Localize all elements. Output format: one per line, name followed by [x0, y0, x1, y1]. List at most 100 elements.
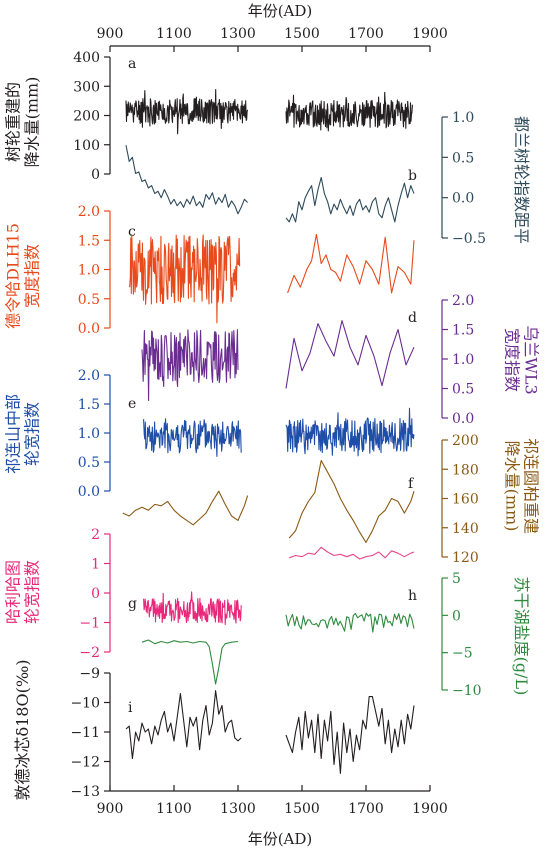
- y-tick-label: 0.0: [78, 484, 100, 500]
- y-tick-label: 5: [452, 571, 461, 587]
- y-tick-label: −10: [452, 683, 482, 699]
- panel-a: 0 100 200 300 400 a 树轮重建的 降水量(mm): [4, 50, 413, 183]
- y-axis-title-line: 宽度指数: [23, 244, 42, 308]
- series-line-overlay-0: [289, 546, 415, 560]
- bottom-x-tick-label: 1900: [412, 801, 448, 817]
- bottom-x-tick-label: 1300: [220, 801, 256, 817]
- y-axis-title-line: 苏干湖盐度(g/L): [512, 577, 531, 696]
- panel-letter: c: [128, 224, 136, 240]
- y-tick-label: 140: [452, 521, 479, 537]
- y-tick-label: −9: [79, 666, 100, 682]
- series-line-b-0: [125, 145, 248, 215]
- series-line-i-1: [285, 696, 415, 774]
- series-line-f-0: [122, 490, 249, 526]
- y-tick-label: 0.5: [78, 455, 100, 471]
- y-tick-label: 0.0: [78, 321, 100, 337]
- y-tick-label: 160: [452, 492, 479, 508]
- y-tick-label: 100: [73, 138, 100, 154]
- y-tick-label: 300: [73, 79, 100, 95]
- top-x-tick-label: 900: [97, 26, 124, 42]
- top-x-axis: 年份(AD) 900 1100 1300 1500 1700 1900: [97, 2, 448, 52]
- y-tick-label: 0: [91, 167, 100, 183]
- y-tick-label: 0.5: [452, 382, 474, 398]
- y-tick-label: 1.0: [78, 263, 100, 279]
- bottom-x-axis: 年份(AD) 900 1100 1300 1500 1700 1900: [97, 785, 448, 848]
- series-line-d-0: [141, 329, 239, 402]
- y-tick-label: 0.5: [452, 150, 474, 166]
- y-tick-label: 2: [91, 527, 100, 543]
- y-tick-label: 0: [91, 586, 100, 602]
- y-tick-label: −10: [70, 696, 100, 712]
- y-tick-label: 200: [73, 109, 100, 125]
- y-tick-label: 200: [452, 433, 479, 449]
- panel-h: −10 −5 0 5 h 苏干湖盐度(g/L): [141, 571, 531, 699]
- y-tick-label: −1: [79, 616, 100, 632]
- top-x-tick-label: 1500: [284, 26, 320, 42]
- series-line-a-1: [285, 91, 413, 132]
- series-line-h-0: [141, 639, 239, 685]
- y-tick-label: −13: [70, 784, 100, 800]
- y-tick-label: −11: [70, 725, 100, 741]
- bottom-x-tick-label: 1500: [284, 801, 320, 817]
- panel-overlay: [289, 546, 415, 560]
- y-axis-title-line: 树轮重建的: [4, 82, 23, 162]
- y-axis-title-line: 宽度指数: [503, 328, 522, 392]
- y-tick-label: 120: [452, 550, 479, 566]
- series-line-e-0: [143, 418, 242, 457]
- y-tick-label: 0.5: [78, 292, 100, 308]
- series-line-e-1: [285, 407, 415, 457]
- panel-i: −13 −12 −11 −10 −9 i 敦德冰芯δ18O(‰): [13, 659, 415, 801]
- top-x-tick-label: 1100: [156, 26, 192, 42]
- y-axis-title-line: 轮宽指数: [23, 402, 42, 466]
- y-axis-title: 苏干湖盐度(g/L): [512, 577, 531, 696]
- y-tick-label: 1.5: [78, 397, 100, 413]
- bottom-x-ticks: 900 1100 1300 1500 1700 1900: [97, 785, 448, 817]
- y-axis-title-line: 祁连圆柏重建: [522, 438, 541, 534]
- top-x-axis-title: 年份(AD): [248, 2, 313, 20]
- panel-letter: e: [128, 396, 136, 412]
- panel-letter: g: [128, 596, 137, 612]
- y-axis-title-line: 轮宽指数: [23, 560, 42, 624]
- y-tick-label: 0.0: [452, 411, 474, 427]
- panel-g: −2 −1 0 1 2 g 哈利哈图 轮宽指数: [4, 527, 242, 661]
- y-tick-label: 1.0: [78, 426, 100, 442]
- y-tick-label: 180: [452, 462, 479, 478]
- y-tick-label: 2.0: [78, 368, 100, 384]
- y-axis-title: 都兰树轮指数距平: [512, 116, 531, 244]
- y-axis-title-line: 降水量(mm): [23, 77, 42, 168]
- panel-c: 0.0 0.5 1.0 1.5 2.0 c 德令哈DLH15 宽度指数: [4, 204, 415, 337]
- bottom-x-tick-label: 900: [97, 801, 124, 817]
- y-axis-title-line: 乌兰WL3: [522, 325, 541, 394]
- y-tick-label: −2: [79, 645, 100, 661]
- series-line-g-0: [143, 591, 242, 626]
- panel-letter: d: [408, 310, 417, 326]
- y-axis-title: 德令哈DLH15 宽度指数: [4, 223, 42, 329]
- panel-letter: i: [128, 700, 133, 716]
- panel-letter: f: [408, 476, 415, 492]
- y-tick-label: −12: [70, 755, 100, 771]
- top-x-tick-label: 1700: [348, 26, 384, 42]
- series-line-b-1: [285, 176, 415, 223]
- y-axis-title-line: 敦德冰芯δ18O(‰): [13, 659, 32, 800]
- y-axis-title-line: 降水量(mm): [503, 441, 522, 532]
- y-tick-label: 1.5: [78, 233, 100, 249]
- bottom-x-tick-label: 1100: [156, 801, 192, 817]
- series-line-c-0: [128, 234, 241, 324]
- y-axis-title-line: 都兰树轮指数距平: [512, 116, 531, 244]
- panel-e: 0.0 0.5 1.0 1.5 2.0 e 祁连山中部 轮宽指数: [4, 368, 415, 500]
- series-line-d-1: [285, 320, 415, 389]
- y-axis-title: 树轮重建的 降水量(mm): [4, 77, 42, 168]
- series-line-f-1: [288, 459, 415, 543]
- panel-letter: a: [128, 56, 136, 72]
- bottom-x-axis-title: 年份(AD): [248, 830, 313, 848]
- y-tick-label: 1.5: [452, 323, 474, 339]
- y-tick-label: 1.0: [452, 352, 474, 368]
- panel-letter: h: [408, 588, 417, 604]
- y-axis-title: 祁连山中部 轮宽指数: [4, 394, 42, 474]
